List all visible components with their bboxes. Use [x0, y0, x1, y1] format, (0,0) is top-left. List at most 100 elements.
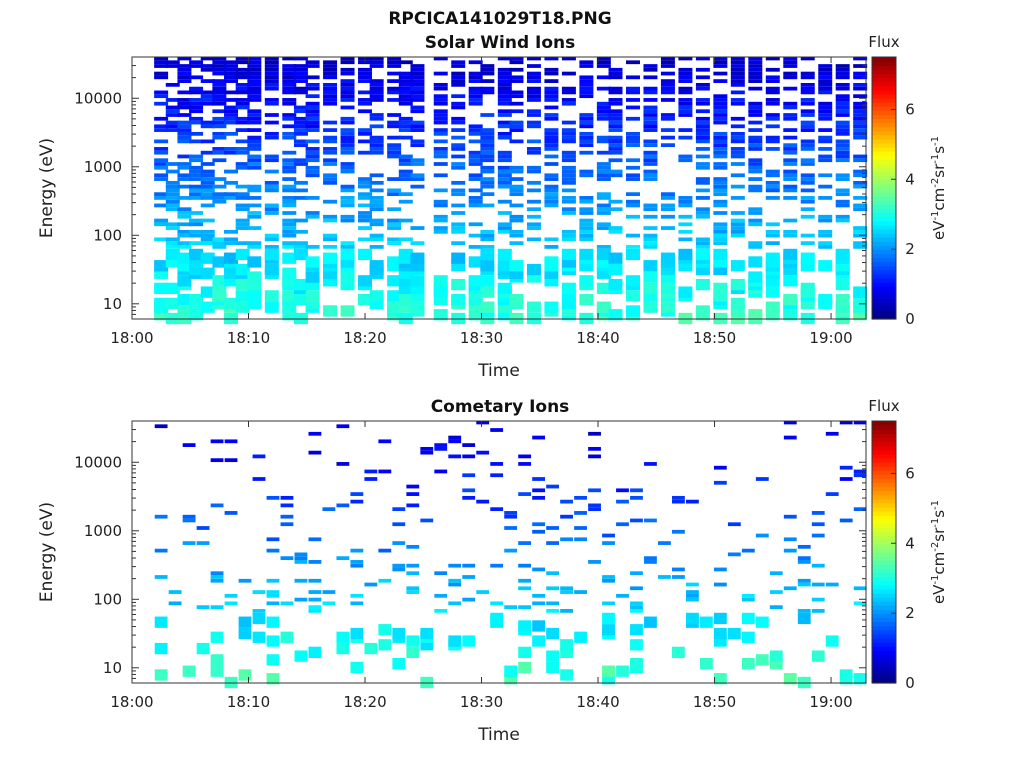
spectrogram-cell — [358, 128, 373, 132]
spectrogram-cell — [154, 124, 169, 129]
spectrogram-cell — [625, 248, 640, 261]
spectrogram-cell — [504, 673, 518, 685]
spectrogram-cell — [596, 162, 611, 166]
spectrogram-cell — [224, 169, 239, 174]
spectrogram-cell — [476, 420, 490, 425]
spectrogram-cell — [800, 147, 815, 151]
colorbar-segment — [872, 568, 896, 574]
colorbar-segment — [872, 93, 896, 99]
spectrogram-cell — [561, 101, 576, 106]
spectrogram-cell — [212, 184, 227, 189]
spectrogram-cell — [235, 120, 250, 125]
spectrogram-cell — [468, 222, 483, 227]
spectrogram-cell — [224, 237, 239, 242]
spectrogram-cell — [800, 98, 815, 102]
spectrogram-cell — [235, 150, 250, 155]
spectrogram-cell — [305, 245, 320, 249]
spectrogram-cell — [818, 135, 833, 140]
spectrogram-cell — [509, 75, 524, 80]
colorbar-segment — [872, 666, 896, 672]
spectrogram-cell — [305, 297, 320, 310]
spectrogram-cell — [264, 113, 279, 117]
spectrogram-cell — [235, 86, 250, 91]
spectrogram-cell — [825, 431, 839, 436]
spectrogram-cell — [468, 154, 483, 159]
spectrogram-cell — [853, 154, 868, 159]
spectrogram-cell — [224, 150, 239, 155]
spectrogram-cell — [264, 263, 279, 276]
spectrogram-cell — [544, 196, 559, 200]
spectrogram-cell — [433, 309, 448, 321]
spectrogram-cell — [369, 203, 384, 208]
spectrogram-cell — [340, 56, 355, 61]
spectrogram-cell — [468, 128, 483, 132]
spectrogram-cell — [561, 131, 576, 136]
spectrogram-cell — [462, 495, 476, 500]
spectrogram-cell — [480, 275, 495, 287]
spectrogram-cell — [695, 82, 710, 87]
spectrogram-cell — [504, 511, 518, 515]
spectrogram-cell — [282, 290, 297, 302]
spectrogram-cell — [574, 526, 587, 530]
spectrogram-cell — [369, 56, 384, 61]
spectrogram-cell — [596, 105, 611, 110]
spectrogram-cell — [561, 305, 576, 317]
spectrogram-cell — [579, 169, 594, 174]
spectrogram-cell — [420, 639, 434, 651]
spectrogram-cell — [398, 173, 413, 178]
spectrogram-cell — [154, 147, 169, 151]
spectrogram-cell — [293, 71, 308, 76]
spectrogram-cell — [410, 275, 425, 287]
spectrogram-cell — [247, 271, 262, 283]
spectrogram-cell — [154, 514, 168, 519]
spectrogram-cell — [765, 113, 780, 117]
spectrogram-cell — [451, 94, 466, 99]
spectrogram-cell — [544, 113, 559, 117]
spectrogram-cell — [518, 462, 532, 466]
spectrogram-cell — [266, 654, 280, 666]
spectrogram-cell — [364, 469, 378, 474]
spectrogram-cell — [672, 495, 685, 500]
spectrogram-cell — [293, 90, 308, 95]
spectrogram-cell — [358, 275, 373, 287]
colorbar-tick-label: 4 — [905, 534, 915, 552]
spectrogram-cell — [818, 71, 833, 76]
spectrogram-cell — [238, 616, 252, 628]
spectrogram-cell — [526, 90, 541, 95]
spectrogram-cell — [853, 109, 868, 114]
spectrogram-cell — [165, 282, 180, 295]
spectrogram-cell — [177, 211, 192, 215]
spectrogram-cell — [765, 124, 780, 129]
spectrogram-cell — [480, 286, 495, 298]
spectrogram-cell — [235, 290, 250, 302]
spectrogram-cell — [358, 180, 373, 185]
spectrogram-cell — [579, 94, 594, 99]
spectrogram-cell — [308, 590, 322, 594]
spectrogram-cell — [305, 86, 320, 91]
spectrogram-cell — [783, 56, 798, 61]
spectrogram-cell — [490, 601, 504, 606]
spectrogram-cell — [398, 218, 413, 223]
spectrogram-cell — [643, 109, 658, 114]
spectrogram-cell — [574, 495, 587, 500]
spectrogram-cell — [643, 120, 658, 125]
spectrogram-cell — [713, 64, 728, 68]
spectrogram-cell — [369, 196, 384, 200]
spectrogram-cell — [451, 82, 466, 87]
spectrogram-cell — [509, 184, 524, 189]
spectrogram-cell — [526, 75, 541, 80]
spectrogram-cell — [165, 98, 180, 102]
spectrogram-cell — [448, 454, 462, 459]
spectrogram-cell — [678, 56, 693, 61]
spectrogram-cell — [579, 207, 594, 212]
spectrogram-cell — [713, 71, 728, 76]
spectrogram-cell — [625, 143, 640, 148]
spectrogram-cell — [480, 135, 495, 140]
spectrogram-cell — [212, 131, 227, 136]
spectrogram-cell — [323, 82, 338, 87]
spectrogram-cell — [561, 56, 576, 61]
spectrogram-cell — [678, 222, 693, 227]
spectrogram-cell — [451, 105, 466, 110]
spectrogram-cell — [783, 548, 797, 553]
spectrogram-cell — [579, 233, 594, 238]
